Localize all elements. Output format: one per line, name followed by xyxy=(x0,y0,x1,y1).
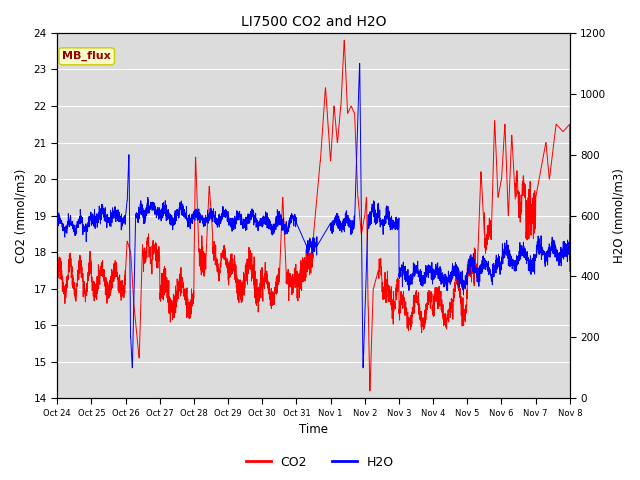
Y-axis label: CO2 (mmol/m3): CO2 (mmol/m3) xyxy=(15,168,28,263)
Title: LI7500 CO2 and H2O: LI7500 CO2 and H2O xyxy=(241,15,387,29)
Text: MB_flux: MB_flux xyxy=(62,51,111,61)
Y-axis label: H2O (mmol/m3): H2O (mmol/m3) xyxy=(612,168,625,263)
X-axis label: Time: Time xyxy=(299,423,328,436)
Legend: CO2, H2O: CO2, H2O xyxy=(241,451,399,474)
